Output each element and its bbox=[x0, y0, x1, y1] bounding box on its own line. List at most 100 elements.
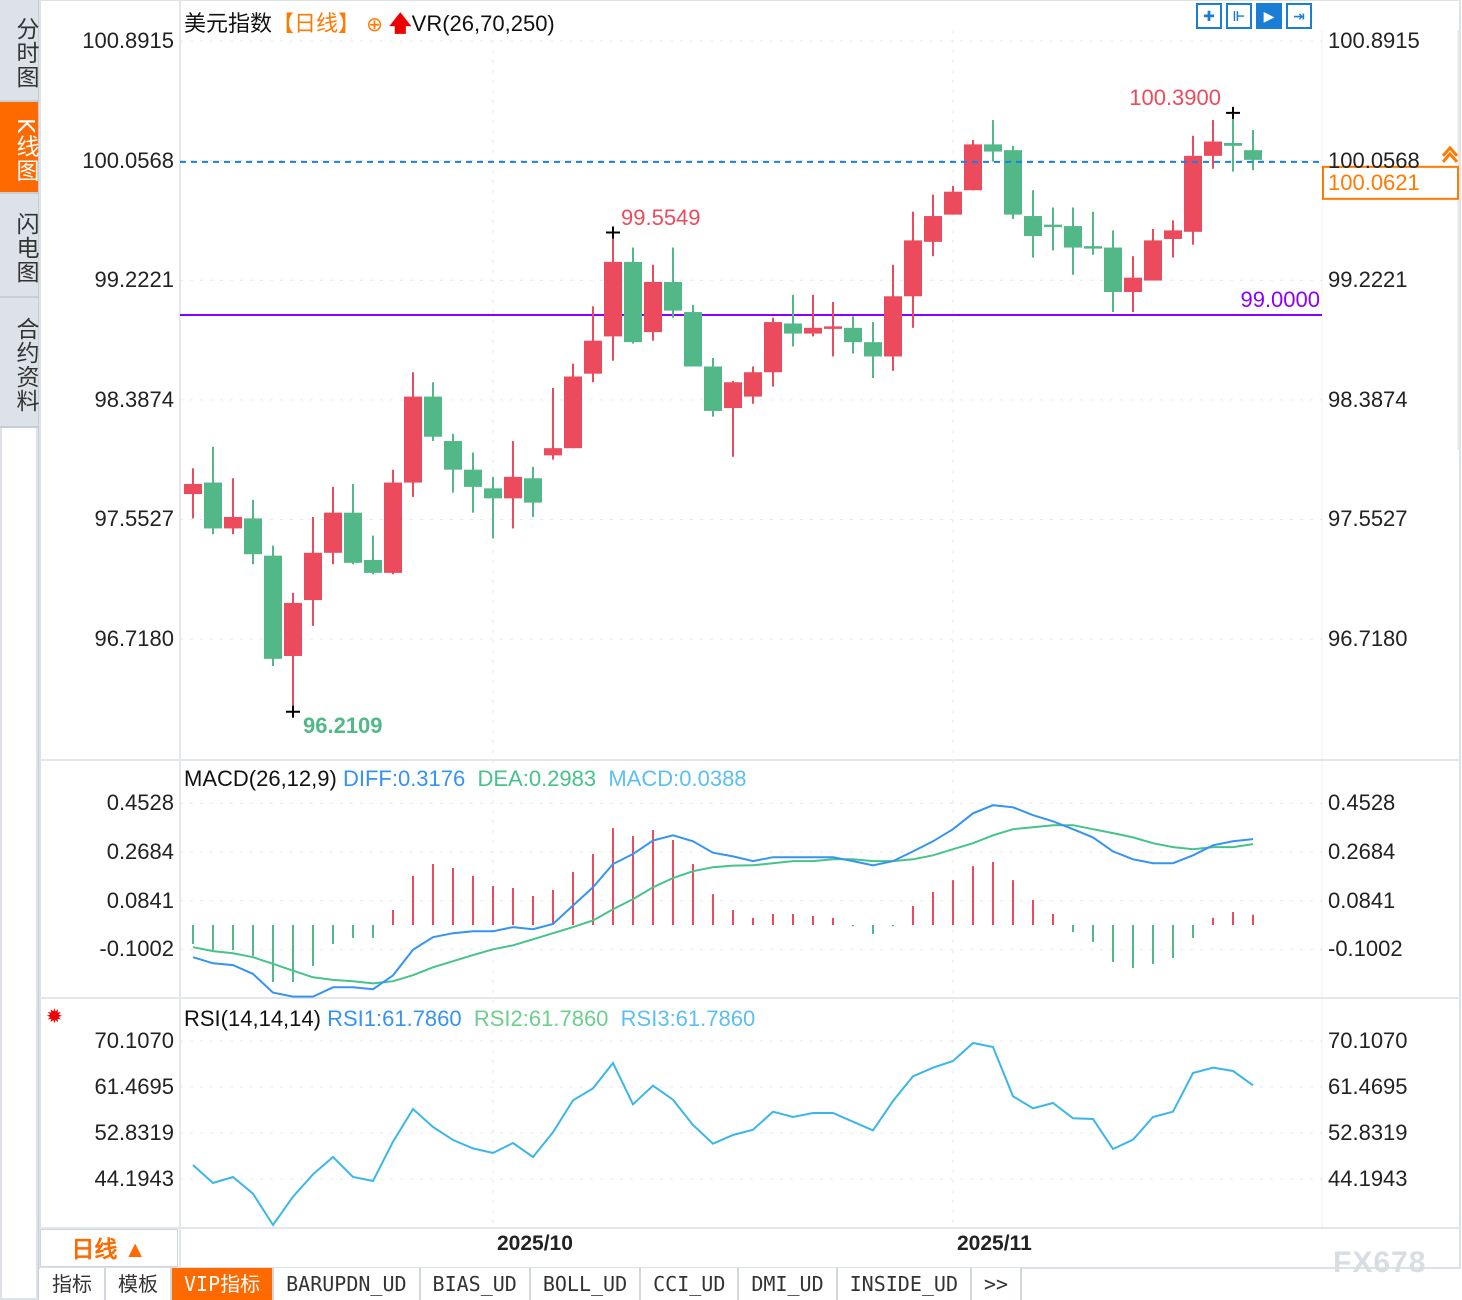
price-axis-label-right: 98.3874 bbox=[1328, 386, 1408, 412]
vr-indicator-label: VR(26,70,250) bbox=[411, 11, 555, 36]
last-price-label: 100.0621 bbox=[1328, 169, 1420, 195]
candle-down bbox=[624, 261, 642, 343]
candle-down bbox=[704, 366, 722, 411]
circle-plus-icon[interactable]: ⊕ bbox=[366, 14, 383, 36]
candle-down bbox=[1004, 150, 1022, 215]
sidebar-tab-flash[interactable]: 闪电图 bbox=[0, 194, 38, 298]
red-up-arrow-icon[interactable]: 🡅 bbox=[389, 11, 412, 36]
candle-up bbox=[284, 602, 302, 656]
macd-axis-label-right: -0.1002 bbox=[1328, 936, 1403, 962]
indicator-tab[interactable]: 模板 bbox=[106, 1268, 172, 1300]
zoom-range-icon[interactable]: ⊩ bbox=[1226, 3, 1252, 29]
sidebar-blank bbox=[2, 428, 36, 1298]
indicator-tab[interactable]: CCI_UD bbox=[641, 1268, 740, 1300]
indicator-tab[interactable]: >> bbox=[972, 1268, 1023, 1300]
candle-up bbox=[404, 396, 422, 483]
candle-down bbox=[984, 144, 1002, 152]
indicator-tab[interactable]: BARUPDN_UD bbox=[274, 1268, 421, 1300]
high-price-label: 100.3900 bbox=[1129, 84, 1221, 110]
date-axis-label: 2025/10 bbox=[497, 1232, 573, 1255]
indicator-tab[interactable]: VIP指标 bbox=[172, 1268, 275, 1300]
candle-up bbox=[644, 281, 662, 333]
macd-legend: MACD(26,12,9) DIFF:0.3176 DEA:0.2983 MAC… bbox=[184, 766, 747, 792]
price-axis-label-left: 96.7180 bbox=[94, 626, 174, 652]
candle-down bbox=[1024, 216, 1042, 237]
candle-up bbox=[804, 327, 822, 334]
candle-down bbox=[424, 396, 442, 437]
rsi1-value: RSI1:61.7860 bbox=[327, 1006, 462, 1031]
candle-down bbox=[464, 469, 482, 487]
macd-axis-label-left: 0.2684 bbox=[106, 839, 174, 865]
candle-up bbox=[744, 372, 762, 397]
macd-dea-value: DEA:0.2983 bbox=[477, 766, 597, 791]
macd-macd-value: MACD:0.0388 bbox=[608, 766, 747, 791]
macd-axis-label-right: 0.0841 bbox=[1328, 887, 1396, 913]
candle-up bbox=[944, 191, 962, 215]
candle-down bbox=[1044, 224, 1062, 228]
macd-title: MACD(26,12,9) bbox=[184, 766, 337, 791]
diff-line bbox=[192, 804, 1254, 998]
candle-down bbox=[444, 441, 462, 470]
rsi-legend: RSI(14,14,14) RSI1:61.7860 RSI2:61.7860 … bbox=[184, 1006, 755, 1032]
period-label: 【日线】 bbox=[272, 11, 361, 36]
candle-up bbox=[564, 376, 582, 449]
instrument-title: 美元指数 bbox=[184, 11, 273, 36]
indicator-tab[interactable]: INSIDE_UD bbox=[837, 1268, 973, 1300]
rsi-axis-label-left: 61.4695 bbox=[94, 1074, 174, 1099]
rsi2-value: RSI2:61.7860 bbox=[473, 1006, 609, 1031]
play-range-icon[interactable]: ▶ bbox=[1256, 3, 1282, 29]
alert-light-icon[interactable]: ✹ bbox=[46, 1006, 63, 1028]
candle-up bbox=[504, 476, 522, 499]
candle-up bbox=[224, 516, 242, 529]
rsi-axis-label-left: 44.1943 bbox=[94, 1166, 174, 1191]
candle-down bbox=[484, 488, 502, 499]
macd-diff-value: DIFF:0.3176 bbox=[342, 766, 466, 791]
candle-up bbox=[1204, 141, 1222, 156]
high-price-label: 99.5549 bbox=[621, 204, 701, 230]
candle-up bbox=[584, 340, 602, 374]
date-axis-label: 2025/11 bbox=[957, 1232, 1032, 1255]
macd-axis-label-left: -0.1002 bbox=[99, 936, 174, 962]
sidebar-tab-contract-info[interactable]: 合约资料 bbox=[0, 298, 38, 428]
sidebar-tab-kline[interactable]: K线图 bbox=[0, 102, 38, 194]
indicator-tab[interactable]: DMI_UD bbox=[739, 1268, 838, 1300]
period-selector[interactable]: 日线 ▲ bbox=[40, 1229, 178, 1267]
candle-down bbox=[204, 482, 222, 529]
price-axis-label-right: 100.8915 bbox=[1328, 28, 1420, 53]
rsi-axis-label-left: 70.1070 bbox=[94, 1028, 174, 1053]
price-axis-label-left: 99.2221 bbox=[94, 267, 174, 293]
price-axis-label-right: 96.7180 bbox=[1328, 626, 1408, 652]
price-axis-label-right: 97.5527 bbox=[1328, 506, 1408, 532]
double-chevron-up-icon bbox=[1441, 145, 1459, 163]
sidebar-tab-timeshare[interactable]: 分时图 bbox=[0, 0, 38, 102]
extreme-marker bbox=[1226, 106, 1240, 119]
candle-down bbox=[344, 512, 362, 563]
watermark: FX678 bbox=[1333, 1246, 1427, 1279]
candle-down bbox=[1104, 247, 1122, 292]
rsi-title: RSI(14,14,14) bbox=[184, 1006, 321, 1031]
rsi-line bbox=[192, 1041, 1254, 1227]
price-axis-label-left: 97.5527 bbox=[94, 506, 174, 532]
rsi-axis-label-right: 52.8319 bbox=[1328, 1120, 1408, 1145]
indicator-tab[interactable]: BOLL_UD bbox=[530, 1268, 642, 1300]
candle-down bbox=[364, 559, 382, 573]
candle-up bbox=[724, 382, 742, 409]
candle-down bbox=[864, 342, 882, 357]
macd-axis-label-left: 0.0841 bbox=[106, 887, 174, 913]
rsi-axis-label-right: 70.1070 bbox=[1328, 1028, 1408, 1053]
candle-down bbox=[524, 478, 542, 503]
indicator-tab-bar: 指标 模板 VIP指标 BARUPDN_UD BIAS_UD BOLL_UD CCI_UD D… bbox=[40, 1268, 1023, 1300]
indicator-tab[interactable]: 指标 bbox=[40, 1268, 106, 1300]
price-axis-label-left: 100.0568 bbox=[82, 147, 174, 173]
candle-up bbox=[604, 261, 622, 337]
candle-up bbox=[544, 448, 562, 456]
macd-axis-label-left: 0.4528 bbox=[106, 790, 174, 816]
candle-down bbox=[784, 323, 802, 334]
candle-up bbox=[1184, 155, 1202, 232]
scroll-right-icon[interactable]: ⇥ bbox=[1286, 3, 1312, 29]
chart-frame bbox=[39, 0, 1461, 1269]
candle-up bbox=[304, 552, 322, 601]
crosshair-icon[interactable]: ✚ bbox=[1196, 3, 1222, 29]
indicator-tab[interactable]: BIAS_UD bbox=[420, 1268, 531, 1300]
